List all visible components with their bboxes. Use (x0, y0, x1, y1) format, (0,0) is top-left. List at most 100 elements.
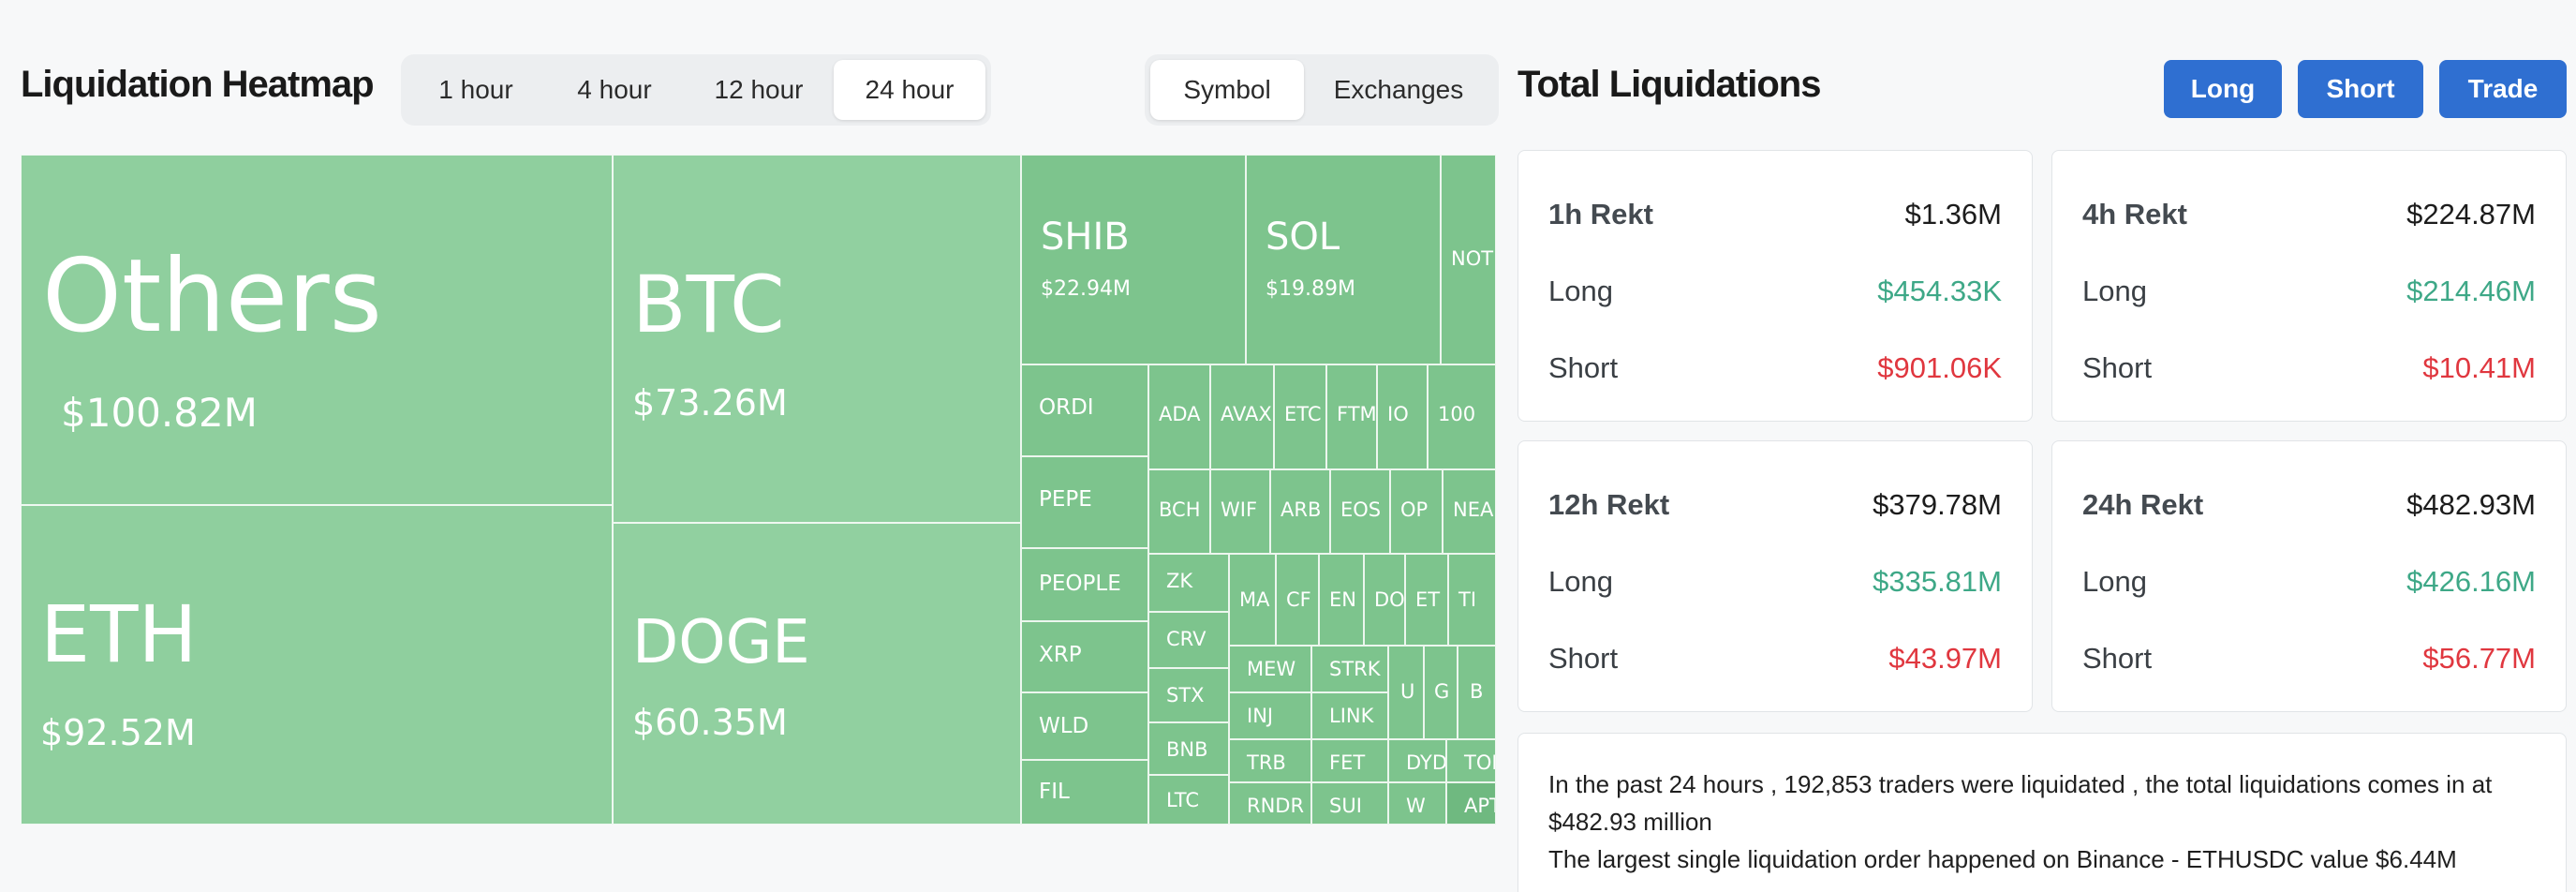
tile-cf[interactable]: CF (1276, 554, 1319, 646)
rekt-long-value: $335.81M (1873, 565, 2002, 598)
tile-symbol: FTM (1337, 403, 1377, 425)
tile-ltc[interactable]: LTC (1148, 775, 1229, 825)
grouping-selector: Symbol Exchanges (1145, 54, 1499, 126)
tile-symbol: TON (1464, 751, 1495, 774)
tile-eth[interactable]: ETH $92.52M (21, 505, 613, 825)
tile-near[interactable]: NEA (1443, 469, 1496, 554)
time-option-12h[interactable]: 12 hour (714, 75, 804, 104)
tile-symbol: ZK (1166, 570, 1193, 592)
tile-symbol: CF (1286, 588, 1311, 611)
rekt-period: 4h Rekt (2082, 198, 2187, 230)
tile-bnb[interactable]: BNB (1148, 722, 1229, 775)
trade-button[interactable]: Trade (2439, 60, 2567, 118)
tile-symbol: ETC (1284, 403, 1322, 425)
tile-sui[interactable]: SUI (1311, 782, 1388, 825)
rekt-short-row: Short $56.77M (2082, 642, 2536, 676)
rekt-short-row: Short $901.06K (1548, 351, 2002, 385)
tile-fil[interactable]: FIL (1021, 760, 1148, 825)
tile-fet[interactable]: FET (1311, 739, 1388, 782)
tile-people[interactable]: PEOPLE (1021, 548, 1148, 621)
tile-zk[interactable]: ZK (1148, 554, 1229, 612)
tile-symbol: ARB (1281, 498, 1322, 521)
tile-value: $100.82M (61, 390, 258, 436)
liquidation-treemap: Others $100.82M ETH $92.52M BTC $73.26M … (21, 155, 1496, 825)
tile-do[interactable]: DO (1364, 554, 1405, 646)
tile-b[interactable]: B (1458, 646, 1496, 739)
tile-symbol: MA (1239, 588, 1270, 611)
rekt-short-row: Short $10.41M (2082, 351, 2536, 385)
tile-ti[interactable]: TI (1448, 554, 1496, 646)
rekt-short-row: Short $43.97M (1548, 642, 2002, 676)
tile-others[interactable]: Others $100.82M (21, 155, 613, 505)
tile-symbol: ORDI (1039, 395, 1094, 420)
tile-w[interactable]: W (1388, 782, 1446, 825)
tile-trb[interactable]: TRB (1229, 739, 1311, 782)
tile-link[interactable]: LINK (1311, 692, 1388, 739)
tile-symbol: EN (1329, 588, 1356, 611)
tile-ordi[interactable]: ORDI (1021, 364, 1148, 456)
tile-apt[interactable]: APT (1446, 782, 1496, 825)
tile-en[interactable]: EN (1319, 554, 1364, 646)
tile-inj[interactable]: INJ (1229, 692, 1311, 739)
tile-dyd[interactable]: DYD (1388, 739, 1446, 782)
tile-avax[interactable]: AVAX (1210, 364, 1274, 469)
rekt-total-value: $482.93M (2406, 488, 2536, 521)
rekt-total-value: $379.78M (1873, 488, 2002, 521)
tile-u[interactable]: U (1388, 646, 1424, 739)
rekt-total-value: $224.87M (2406, 198, 2536, 230)
rekt-card-12h: 12h Rekt $379.78M Long $335.81M Short $4… (1517, 440, 2033, 712)
tile-op[interactable]: OP (1390, 469, 1443, 554)
tile-g[interactable]: G (1424, 646, 1458, 739)
tile-stx[interactable]: STX (1148, 668, 1229, 722)
time-option-24h[interactable]: 24 hour (834, 60, 985, 120)
tile-1000[interactable]: 100 (1428, 364, 1496, 469)
tile-strk[interactable]: STRK (1311, 646, 1388, 692)
rekt-long-label: Long (2082, 565, 2147, 598)
tile-symbol: TRB (1247, 751, 1286, 774)
tile-ada[interactable]: ADA (1148, 364, 1210, 469)
tile-not[interactable]: NOT (1441, 155, 1496, 364)
tile-ton[interactable]: TON (1446, 739, 1496, 782)
tile-symbol: FIL (1039, 780, 1070, 804)
tile-ftm[interactable]: FTM (1326, 364, 1377, 469)
tile-sol[interactable]: SOL $19.89M (1246, 155, 1441, 364)
tile-xrp[interactable]: XRP (1021, 621, 1148, 692)
rekt-total-row: 1h Rekt $1.36M (1548, 198, 2002, 231)
tile-symbol: PEOPLE (1039, 572, 1121, 596)
time-option-4h[interactable]: 4 hour (577, 75, 652, 104)
rekt-total-row: 4h Rekt $224.87M (2082, 198, 2536, 231)
tile-mew[interactable]: MEW (1229, 646, 1311, 692)
tile-eos[interactable]: EOS (1330, 469, 1390, 554)
tile-wif[interactable]: WIF (1210, 469, 1270, 554)
tile-symbol: STX (1166, 684, 1205, 706)
time-option-1h[interactable]: 1 hour (438, 75, 513, 104)
tile-doge[interactable]: DOGE $60.35M (613, 523, 1021, 825)
tile-ma[interactable]: MA (1229, 554, 1276, 646)
group-option-exchanges[interactable]: Exchanges (1333, 75, 1464, 104)
tile-symbol: DO (1374, 588, 1405, 611)
tile-symbol: BNB (1166, 738, 1208, 761)
tile-shib[interactable]: SHIB $22.94M (1021, 155, 1246, 364)
tile-value: $73.26M (632, 382, 788, 424)
long-button[interactable]: Long (2164, 60, 2282, 118)
tile-symbol: TI (1458, 588, 1477, 611)
short-button[interactable]: Short (2298, 60, 2423, 118)
tile-symbol: STRK (1329, 658, 1381, 680)
tile-btc[interactable]: BTC $73.26M (613, 155, 1021, 523)
tile-etc[interactable]: ETC (1274, 364, 1326, 469)
group-option-symbol[interactable]: Symbol (1150, 60, 1304, 120)
tile-io[interactable]: IO (1377, 364, 1428, 469)
tile-symbol: BTC (632, 259, 785, 350)
total-liquidations-title: Total Liquidations (1517, 64, 1821, 105)
tile-bch[interactable]: BCH (1148, 469, 1210, 554)
tile-symbol: U (1400, 680, 1415, 703)
tile-pepe[interactable]: PEPE (1021, 456, 1148, 548)
tile-rndr[interactable]: RNDR (1229, 782, 1311, 825)
tile-crv[interactable]: CRV (1148, 612, 1229, 668)
rekt-long-label: Long (1548, 565, 1613, 598)
tile-et[interactable]: ET (1405, 554, 1448, 646)
tile-wld[interactable]: WLD (1021, 692, 1148, 760)
tile-value: $60.35M (632, 702, 788, 743)
tile-arb[interactable]: ARB (1270, 469, 1330, 554)
tile-value: $22.94M (1041, 277, 1131, 301)
